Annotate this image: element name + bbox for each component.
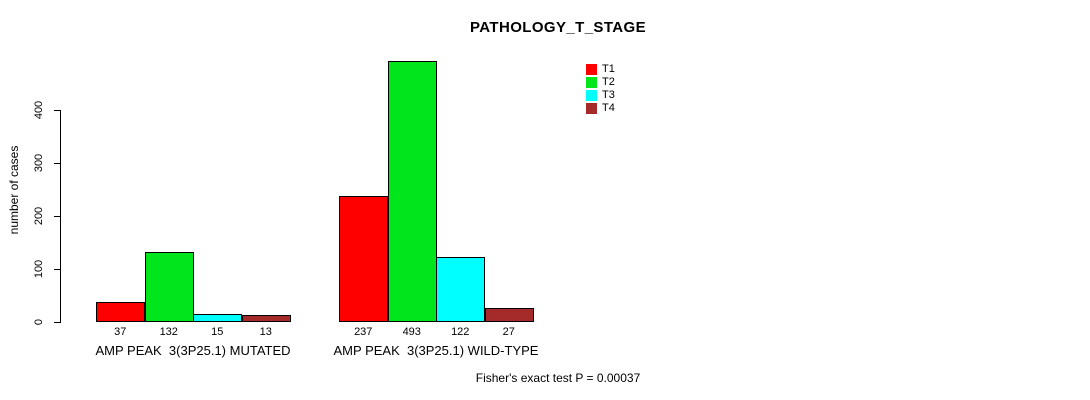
legend-swatch-t1: [586, 64, 597, 75]
legend-swatch-t2: [586, 77, 597, 88]
legend-item-t3: T3: [586, 89, 615, 102]
bar-value-label: 493: [402, 326, 421, 338]
y-axis-tick: [54, 216, 60, 217]
legend-swatch-t4: [586, 103, 597, 114]
bar-t3-group1: [193, 314, 242, 322]
legend-label: T1: [602, 63, 615, 75]
y-axis-tick-label: 300: [33, 153, 45, 173]
legend-item-t1: T1: [586, 63, 615, 76]
bar-value-label: 13: [259, 326, 272, 338]
bar-t2-group2: [387, 61, 437, 322]
bar-value-label: 237: [354, 326, 373, 338]
y-axis-tick-label: 0: [33, 318, 45, 326]
chart-title: PATHOLOGY_T_STAGE: [470, 19, 646, 36]
y-axis-tick: [54, 322, 60, 323]
y-axis-line: [60, 110, 61, 323]
bar-t2-group1: [144, 252, 194, 322]
fisher-test-note: Fisher's exact test P = 0.00037: [475, 371, 641, 385]
bar-t1-group1: [96, 302, 145, 322]
bar-t1-group2: [339, 196, 388, 322]
bar-value-label: 27: [502, 326, 515, 338]
legend-label: T2: [602, 76, 615, 88]
bar-value-label: 15: [211, 326, 224, 338]
legend-label: T4: [602, 102, 615, 114]
legend: T1 T2 T3 T4: [586, 63, 615, 115]
legend-label: T3: [602, 89, 615, 101]
bar-t4-group2: [484, 308, 534, 322]
x-group-label-2: AMP PEAK 3(3P25.1) WILD-TYPE: [333, 343, 539, 358]
y-axis-tick-label: 400: [33, 100, 45, 120]
y-axis-tick: [54, 110, 60, 111]
bar-t3-group2: [436, 257, 485, 322]
bar-value-label: 37: [114, 326, 127, 338]
legend-item-t4: T4: [586, 102, 615, 115]
bar-value-label: 132: [159, 326, 178, 338]
y-axis-tick-label: 100: [33, 259, 45, 279]
y-axis-tick: [54, 163, 60, 164]
y-axis-tick-label: 200: [33, 206, 45, 226]
y-axis-tick: [54, 269, 60, 270]
x-group-label-1: AMP PEAK 3(3P25.1) MUTATED: [95, 343, 291, 358]
bar-t4-group1: [241, 315, 291, 322]
legend-swatch-t3: [586, 90, 597, 101]
bar-value-label: 122: [451, 326, 470, 338]
legend-item-t2: T2: [586, 76, 615, 89]
